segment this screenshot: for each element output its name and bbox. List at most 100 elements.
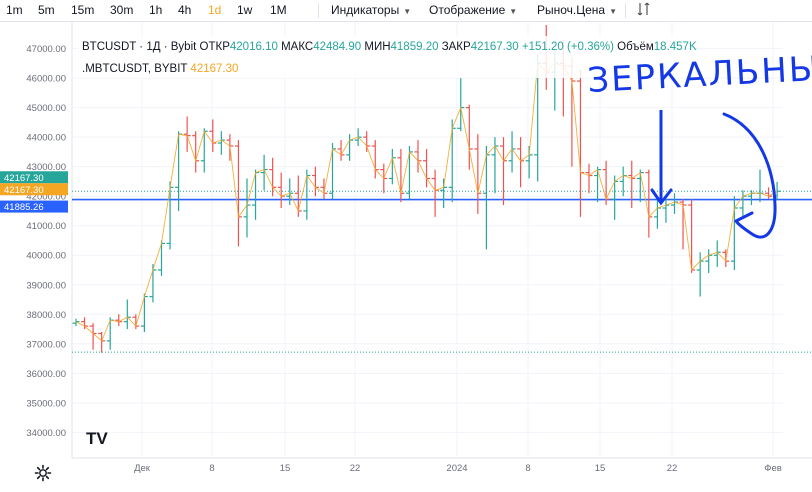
ohlc-bar (636, 169, 644, 203)
legend-low-label: МИН (364, 41, 390, 53)
ohlc-bar (713, 240, 721, 268)
ohlc-bar (440, 178, 448, 208)
legend-symbol: BTCUSDT (82, 41, 136, 53)
ohlc-bar (98, 332, 106, 353)
ohlc-bar (474, 134, 482, 214)
ohlc-bar (517, 137, 525, 188)
ohlc-bar (89, 323, 97, 350)
timeframe-5m[interactable]: 5m (38, 3, 55, 17)
compare-icon[interactable] (636, 1, 652, 20)
y-tick-label: 43000.00 (26, 162, 66, 173)
timeframe-1M[interactable]: 1M (270, 3, 287, 17)
x-tick-label: Дек (134, 463, 151, 474)
ohlc-bar (81, 317, 89, 330)
legend-high-value: 42484.90 (313, 41, 361, 53)
legend-line-2: .MBTCUSDT, BYBIT 42167.30 (82, 63, 238, 75)
y-tick-label: 37000.00 (26, 339, 66, 350)
ohlc-bar (158, 240, 165, 276)
toolbar-separator (318, 3, 319, 18)
ohlc-bar (628, 160, 636, 208)
ohlc-bar (209, 119, 217, 152)
ohlc-bar (217, 131, 225, 155)
chart-lines (72, 190, 812, 353)
y-tick-label: 38000.00 (26, 310, 66, 321)
timeframe-1w[interactable]: 1w (237, 3, 253, 17)
y-tick-label: 41000.00 (26, 221, 66, 232)
caret-down-icon: ▼ (509, 7, 518, 16)
legend-sep: · (136, 41, 146, 53)
ohlc-bar (277, 172, 285, 208)
last-price-tag-text: 42167.30 (4, 173, 44, 184)
timeframe-4h[interactable]: 4h (178, 3, 192, 17)
line-price-tag: 42167.30 (0, 183, 68, 196)
timeframe-15m[interactable]: 15m (71, 3, 95, 17)
settings-corner[interactable] (0, 458, 80, 492)
legend-open-label: ОТКР (200, 41, 231, 53)
level-price-tag-text: 41885.26 (4, 202, 44, 213)
legend-high-label: МАКС (281, 41, 313, 53)
curve-hook (734, 211, 754, 223)
y-tick-label: 34000.00 (26, 428, 66, 439)
x-tick-label: 15 (595, 463, 606, 474)
ohlc-bar (414, 140, 422, 173)
y-tick-label: 42000.00 (26, 192, 66, 203)
y-tick-label: 36000.00 (26, 369, 66, 380)
caret-down-icon: ▼ (609, 7, 618, 16)
ohlc-bar (508, 131, 516, 173)
indicators-menu[interactable]: Индикаторы ▼ (331, 3, 411, 17)
x-tick-label: 8 (209, 463, 214, 474)
ohlc-bar (765, 187, 773, 200)
chart-legend: BTCUSDT · 1Д · Bybit ОТКР42016.10 МАКС42… (78, 36, 697, 78)
tradingview-logo-icon: TV (86, 429, 108, 448)
candle-series (72, 24, 781, 353)
legend-line-1: BTCUSDT · 1Д · Bybit ОТКР42016.10 МАКС42… (82, 41, 697, 53)
ohlc-bar (397, 148, 405, 203)
ohlc-bar (106, 317, 114, 350)
legend-open-value: 42016.10 (230, 41, 278, 53)
x-tick-label: 22 (667, 463, 678, 474)
ohlc-bar (140, 293, 148, 332)
timeframe-1m[interactable]: 1m (6, 3, 23, 17)
x-tick-label: 8 (525, 463, 530, 474)
timeframe-1h[interactable]: 1h (149, 3, 163, 17)
legend-bg (78, 36, 686, 78)
legend-sep: · (161, 41, 171, 53)
timeframe-30m[interactable]: 30m (110, 3, 134, 17)
y-tick-label: 47000.00 (26, 44, 66, 55)
x-tick-label: Фев (764, 463, 782, 474)
ohlc-bar (500, 137, 507, 206)
ohlc-bar (756, 169, 764, 203)
ohlc-bar (252, 169, 260, 220)
ohlc-bar (482, 146, 490, 250)
legend-interval: 1Д (146, 41, 160, 53)
x-tick-label: 2024 (446, 463, 467, 474)
menu-label: Индикаторы (331, 3, 400, 17)
chart-grid (71, 22, 812, 459)
ohlc-bar (730, 196, 738, 270)
level-price-tag: 41885.26 (0, 200, 68, 213)
ohlc-bar (457, 78, 465, 132)
ohlc-bar (192, 131, 200, 173)
ohlc-bar (705, 249, 713, 273)
legend-volume-value: 18.457K (654, 41, 697, 53)
timeframe-1d[interactable]: 1d (208, 3, 222, 17)
ohlc-bar (465, 104, 473, 170)
menu-label: Рыноч.Цена (537, 3, 606, 17)
legend-change: +151.20 (+0.36%) (522, 41, 614, 53)
price-type-menu[interactable]: Рыноч.Цена ▼ (537, 3, 617, 17)
ohlc-bar (431, 169, 439, 217)
display-menu[interactable]: Отображение ▼ (429, 3, 517, 17)
y-tick-label: 45000.00 (26, 103, 66, 114)
gear-icon[interactable] (33, 463, 53, 483)
ohlc-bar (329, 143, 336, 200)
curve-bracket (722, 112, 777, 239)
menu-label: Отображение (429, 3, 506, 17)
legend-volume-label: Объём (617, 41, 654, 53)
line-price-tag-bg (0, 183, 68, 196)
ohlc-bar (72, 318, 80, 327)
ohlc-bar (619, 166, 627, 197)
ohlc-bar (346, 134, 354, 161)
ohlc-bar (688, 199, 696, 273)
